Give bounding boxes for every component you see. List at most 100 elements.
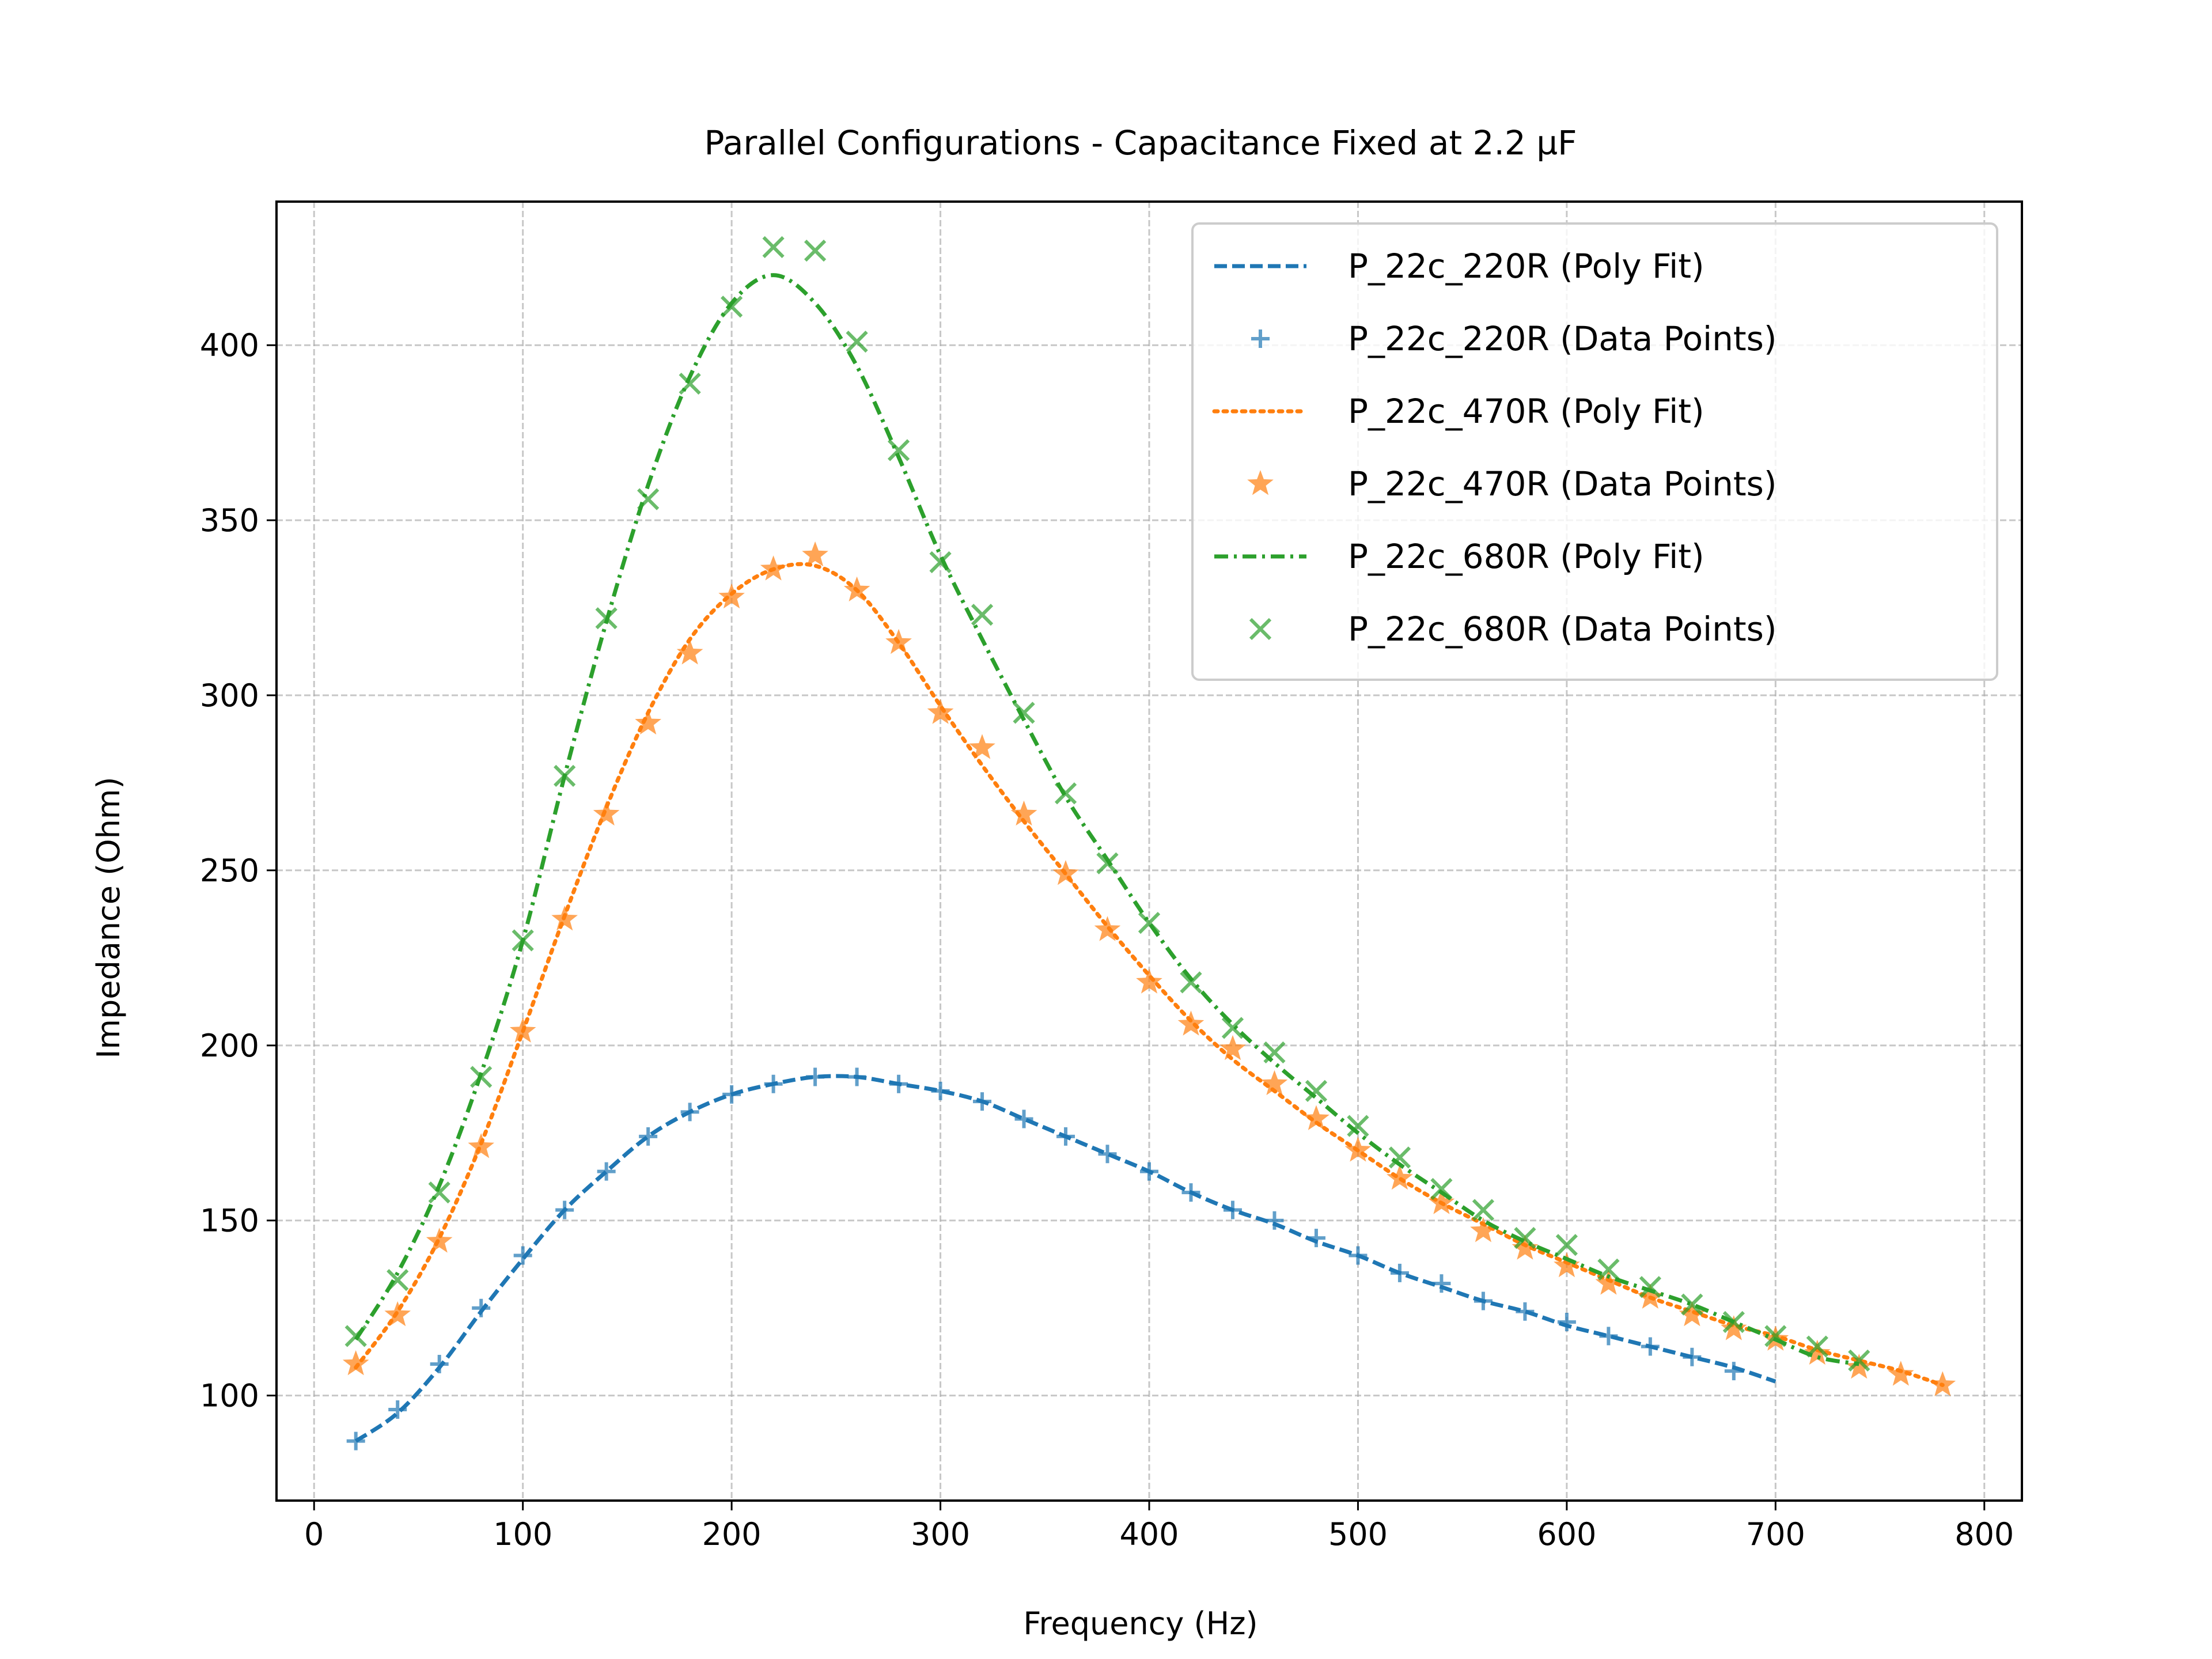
data-point bbox=[931, 1081, 950, 1100]
y-tick-label: 300 bbox=[200, 677, 259, 714]
data-point bbox=[1140, 1162, 1158, 1181]
data-point bbox=[1929, 1371, 1956, 1396]
data-point bbox=[593, 800, 620, 826]
legend-label: P_22c_680R (Poly Fit) bbox=[1348, 537, 1705, 576]
data-point bbox=[1180, 971, 1202, 994]
legend: P_22c_220R (Poly Fit) P_22c_220R (Data Po… bbox=[1191, 222, 1998, 681]
x-tick-label: 500 bbox=[1328, 1516, 1388, 1552]
data-point bbox=[388, 1400, 407, 1419]
data-point bbox=[551, 906, 578, 931]
legend-marker-swatch bbox=[1247, 470, 1274, 495]
data-point bbox=[555, 1200, 574, 1219]
data-point bbox=[1888, 1361, 1914, 1386]
data-point bbox=[472, 1298, 491, 1317]
data-point bbox=[1221, 1017, 1244, 1039]
data-point bbox=[468, 1133, 494, 1158]
x-tick-label: 0 bbox=[304, 1516, 324, 1552]
legend-entry: P_22c_680R (Data Points) bbox=[1249, 609, 1777, 649]
data-point bbox=[843, 576, 870, 602]
data-point bbox=[1599, 1327, 1618, 1346]
x-axis-label: Frequency (Hz) bbox=[1023, 1605, 1257, 1642]
y-tick-label: 100 bbox=[200, 1378, 259, 1414]
data-point bbox=[1263, 1041, 1286, 1064]
data-point bbox=[1641, 1337, 1660, 1356]
data-point bbox=[1388, 1146, 1411, 1169]
data-point bbox=[1637, 1283, 1664, 1309]
data-point bbox=[1181, 1183, 1200, 1202]
data-point bbox=[1056, 1127, 1075, 1146]
data-point bbox=[1722, 1310, 1745, 1334]
data-point bbox=[929, 551, 952, 574]
data-point bbox=[1054, 782, 1077, 805]
data-point bbox=[846, 331, 868, 353]
data-point bbox=[1094, 916, 1121, 941]
legend-label: P_22c_470R (Poly Fit) bbox=[1348, 392, 1705, 431]
data-point bbox=[639, 1127, 658, 1146]
data-point bbox=[342, 1350, 369, 1376]
data-point bbox=[722, 1085, 741, 1104]
data-point bbox=[1052, 860, 1079, 885]
data-point bbox=[1555, 1234, 1578, 1256]
data-point bbox=[1136, 968, 1162, 994]
data-point bbox=[973, 1092, 992, 1111]
legend-label: P_22c_680R (Data Points) bbox=[1348, 609, 1777, 649]
data-point bbox=[635, 709, 661, 735]
data-point bbox=[1261, 1070, 1288, 1096]
data-point bbox=[804, 239, 827, 262]
data-point bbox=[387, 1268, 409, 1291]
data-point bbox=[1014, 1109, 1033, 1128]
legend-label: P_22c_220R (Data Points) bbox=[1348, 319, 1777, 358]
data-point bbox=[1219, 1035, 1246, 1060]
data-point bbox=[470, 1066, 493, 1088]
axis-ticks: 0 100 200 300 400 500 600 700 800 100 150 200 250 300… bbox=[200, 327, 2014, 1552]
legend-entry: P_22c_470R (Poly Fit) bbox=[1212, 392, 1705, 431]
data-point bbox=[513, 1246, 532, 1265]
plot-series bbox=[342, 236, 1956, 1450]
data-point bbox=[1721, 1315, 1747, 1340]
data-point bbox=[1514, 1227, 1536, 1249]
series-5 bbox=[344, 236, 1870, 1372]
data-point bbox=[1470, 1217, 1497, 1243]
x-tick-label: 700 bbox=[1746, 1516, 1805, 1552]
y-tick-label: 250 bbox=[200, 853, 259, 889]
series-line bbox=[354, 273, 1859, 1366]
x-tick-label: 300 bbox=[911, 1516, 970, 1552]
data-point bbox=[1724, 1362, 1743, 1381]
data-point bbox=[554, 764, 576, 787]
legend-box bbox=[1191, 222, 1998, 681]
data-point bbox=[847, 1067, 866, 1086]
y-tick-label: 200 bbox=[200, 1028, 259, 1064]
data-point bbox=[346, 1431, 365, 1450]
data-point bbox=[637, 488, 660, 510]
data-point bbox=[595, 607, 618, 630]
data-point bbox=[718, 583, 745, 609]
data-point bbox=[1516, 1302, 1535, 1321]
data-point bbox=[802, 541, 828, 567]
legend-label: P_22c_220R (Poly Fit) bbox=[1348, 247, 1705, 286]
data-point bbox=[509, 1017, 536, 1043]
data-point bbox=[1347, 1115, 1369, 1137]
x-tick-label: 600 bbox=[1537, 1516, 1596, 1552]
data-point bbox=[426, 1228, 453, 1253]
y-tick-label: 350 bbox=[200, 502, 259, 539]
data-point bbox=[1303, 1105, 1330, 1130]
y-tick-label: 150 bbox=[200, 1203, 259, 1239]
data-point bbox=[680, 1103, 699, 1122]
data-point bbox=[1138, 911, 1161, 934]
data-point bbox=[1096, 852, 1119, 874]
data-point bbox=[1474, 1291, 1493, 1310]
legend-label: P_22c_470R (Data Points) bbox=[1348, 464, 1777, 503]
x-tick-label: 800 bbox=[1955, 1516, 2014, 1552]
legend-marker-swatch bbox=[1249, 618, 1272, 641]
series-4 bbox=[354, 273, 1859, 1366]
data-point bbox=[1806, 1335, 1828, 1358]
data-point bbox=[764, 1074, 783, 1093]
chart-title: Parallel Configurations - Capacitance Fi… bbox=[704, 123, 1577, 162]
data-point bbox=[1349, 1246, 1368, 1265]
x-tick-label: 400 bbox=[1119, 1516, 1179, 1552]
data-point bbox=[887, 439, 910, 461]
data-point bbox=[1432, 1274, 1451, 1293]
data-point bbox=[679, 372, 701, 395]
data-point bbox=[1681, 1293, 1703, 1316]
